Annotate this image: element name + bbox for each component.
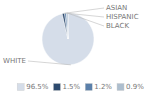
chart: WHITE ASIANHISPANICBLACK 96.5% 1.5% 1.2% 0.9% [0, 0, 161, 95]
pie [42, 13, 94, 65]
slice-label: ASIAN [106, 4, 127, 12]
leader-line [66, 13, 104, 17]
legend-label: 1.5% [62, 83, 80, 91]
legend-swatch [53, 84, 60, 91]
legend-swatch [17, 84, 24, 91]
pie-slice [62, 13, 68, 39]
legend-swatch [85, 84, 92, 91]
legend-label: 1.2% [94, 83, 112, 91]
legend-label: 0.9% [126, 83, 144, 91]
pie-slice [42, 13, 94, 65]
legend: 96.5% 1.5% 1.2% 0.9% [17, 83, 144, 91]
legend-label: 96.5% [26, 83, 49, 91]
leader-line [28, 61, 71, 65]
leader-line [63, 8, 104, 13]
legend-swatch [117, 84, 124, 91]
legend-entry: 0.9% [117, 83, 144, 91]
slice-label: HISPANIC [106, 13, 139, 21]
legend-entry: 1.5% [53, 83, 80, 91]
pie-slice [65, 13, 68, 39]
slice-label: BLACK [106, 22, 129, 30]
legend-entry: 96.5% [17, 83, 49, 91]
slice-label: WHITE [3, 57, 26, 65]
legend-entry: 1.2% [85, 83, 112, 91]
pie-slice [67, 13, 68, 39]
leader-line [67, 13, 104, 26]
